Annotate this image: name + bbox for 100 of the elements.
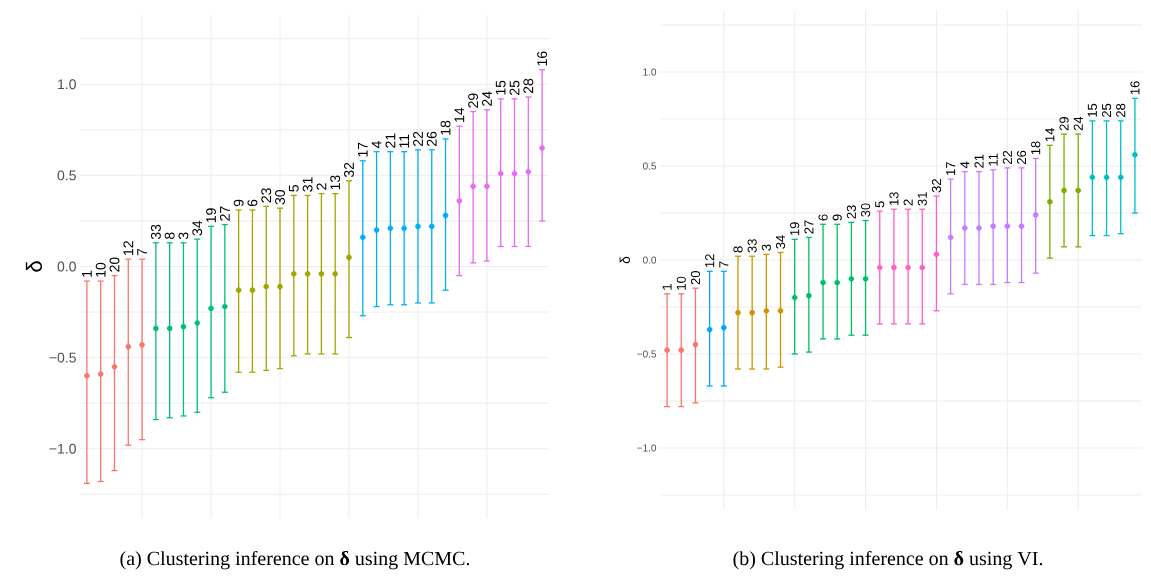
point xyxy=(763,307,770,314)
point xyxy=(346,254,352,261)
annotation: 2 xyxy=(903,199,913,206)
annotation: 15 xyxy=(1087,103,1097,117)
y-tick-label: −0.5 xyxy=(49,352,76,363)
point xyxy=(511,170,518,177)
point xyxy=(692,341,699,348)
point xyxy=(834,279,841,286)
annotation: 29 xyxy=(468,93,479,108)
y-tick-label: −1.0 xyxy=(49,443,76,454)
annotation: 24 xyxy=(1073,116,1083,131)
annotation: 14 xyxy=(1045,128,1055,142)
annotation: 16 xyxy=(1130,81,1140,95)
point xyxy=(777,307,784,314)
annotation: 19 xyxy=(206,208,217,223)
annotation: 5 xyxy=(875,201,885,208)
annotation: 30 xyxy=(860,203,871,217)
point xyxy=(415,223,421,230)
annotation: 12 xyxy=(705,254,715,268)
point xyxy=(222,303,228,310)
point xyxy=(497,170,504,177)
point xyxy=(891,264,897,271)
point xyxy=(848,275,855,282)
point xyxy=(84,373,90,379)
point xyxy=(1032,212,1039,218)
annotation: 6 xyxy=(818,214,828,221)
annotation: 17 xyxy=(946,162,956,175)
point xyxy=(401,225,407,232)
y-tick-label: −0.5 xyxy=(637,350,657,358)
point xyxy=(153,325,159,332)
y-axis-title: δ xyxy=(619,256,630,264)
annotation: 7 xyxy=(137,248,147,256)
annotation: 28 xyxy=(1116,103,1126,118)
annotation: 6 xyxy=(247,199,258,207)
y-tick-label: 0.5 xyxy=(642,162,657,170)
point xyxy=(277,283,283,290)
annotation: 19 xyxy=(790,222,800,236)
annotation: 18 xyxy=(440,120,451,135)
annotation: 1 xyxy=(662,284,672,290)
annotation: 9 xyxy=(233,199,244,207)
text: (b) Clustering inference on δ using VI. xyxy=(733,550,1043,570)
annotation: 22 xyxy=(1002,150,1012,165)
annotation: 28 xyxy=(523,78,534,94)
point xyxy=(990,223,996,229)
annotation: 29 xyxy=(1059,117,1069,131)
annotation: 26 xyxy=(426,131,437,146)
annotation: 27 xyxy=(804,220,814,234)
annotation: 23 xyxy=(846,205,856,219)
point xyxy=(1018,223,1025,229)
point xyxy=(862,275,869,282)
annotation: 34 xyxy=(192,220,203,236)
point xyxy=(735,309,741,316)
annotation: 14 xyxy=(454,107,465,122)
annotation: 7 xyxy=(719,261,729,268)
annotation: 12 xyxy=(123,241,134,255)
point xyxy=(263,283,270,290)
annotation: 5 xyxy=(288,185,299,192)
point xyxy=(194,320,201,326)
point xyxy=(235,287,242,293)
y-tick-label: −1.0 xyxy=(637,444,657,452)
point xyxy=(905,264,911,271)
annotation: 16 xyxy=(537,51,548,66)
point xyxy=(387,225,394,232)
point xyxy=(373,227,380,233)
annotation: 24 xyxy=(482,91,492,106)
annotation: 9 xyxy=(832,214,842,221)
point xyxy=(111,363,118,370)
point xyxy=(1117,174,1124,181)
point xyxy=(456,198,463,204)
point xyxy=(806,292,812,299)
point xyxy=(706,326,713,333)
point xyxy=(291,270,297,277)
point xyxy=(539,145,545,151)
point xyxy=(976,225,982,231)
point xyxy=(304,270,311,277)
annotation: 8 xyxy=(164,232,175,239)
point xyxy=(962,225,968,231)
annotation: 17 xyxy=(357,142,368,157)
annotation: 26 xyxy=(1016,150,1027,165)
annotation: 4 xyxy=(960,161,970,169)
annotation: 25 xyxy=(1101,103,1112,118)
point xyxy=(721,324,727,331)
annotation: 25 xyxy=(509,80,520,95)
point xyxy=(97,371,104,377)
y-tick-label: 0.0 xyxy=(642,256,657,264)
point xyxy=(1061,187,1067,194)
text: (a) Clustering inference on δ using MCMC. xyxy=(120,550,470,570)
point xyxy=(876,264,883,271)
point xyxy=(1004,223,1011,229)
annotation: 27 xyxy=(219,206,230,221)
point xyxy=(1047,198,1053,205)
y-tick-label: 1.0 xyxy=(58,79,76,90)
point xyxy=(180,323,187,330)
annotation: 11 xyxy=(399,134,409,148)
annotation: 31 xyxy=(917,192,927,206)
point xyxy=(919,264,926,271)
y-axis-title: δ xyxy=(25,261,43,272)
point xyxy=(484,183,490,190)
point xyxy=(1089,174,1096,181)
point xyxy=(470,183,476,190)
